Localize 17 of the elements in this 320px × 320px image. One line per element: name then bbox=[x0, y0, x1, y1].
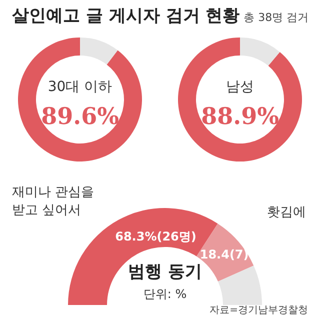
slice-label: 재미나 관심을 받고 싶어서 bbox=[12, 185, 94, 218]
donut-slice bbox=[240, 38, 280, 66]
text: 단위: % bbox=[143, 287, 187, 301]
text: 범행 동기 bbox=[128, 262, 202, 282]
text: 총 38명 검거 bbox=[244, 11, 309, 24]
slice-label: 30대 이하 bbox=[48, 79, 112, 95]
donut-slice bbox=[80, 38, 118, 65]
data-label: 18.4(7) bbox=[200, 247, 249, 262]
slice-label: 남성 bbox=[226, 79, 254, 95]
data-label: 89.6% bbox=[41, 103, 120, 130]
slice-label: 홧김에 bbox=[267, 205, 306, 220]
donut-slice bbox=[18, 38, 142, 162]
donut-slice bbox=[178, 38, 302, 162]
data-label: 68.3%(26명) bbox=[115, 229, 196, 244]
text: 자료=경기남부경찰청 bbox=[210, 305, 308, 316]
data-label: 88.9% bbox=[201, 103, 280, 130]
text: 살인예고 글 게시자 검거 현황 bbox=[12, 6, 240, 26]
